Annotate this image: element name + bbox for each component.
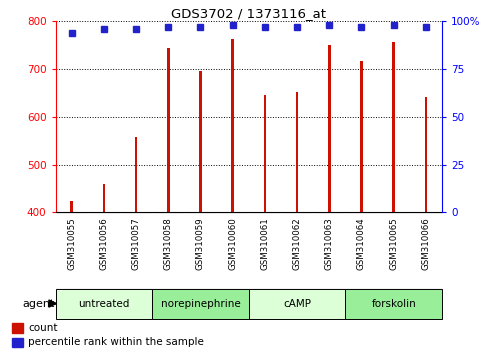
Title: GDS3702 / 1373116_at: GDS3702 / 1373116_at (171, 7, 326, 20)
Text: GSM310063: GSM310063 (325, 218, 334, 270)
Text: GSM310058: GSM310058 (164, 218, 173, 270)
Bar (12, 323, 23, 333)
Bar (12, 338, 23, 347)
Bar (249, 289, 345, 319)
Text: forskolin: forskolin (371, 298, 416, 309)
Bar (345, 289, 442, 319)
Text: untreated: untreated (78, 298, 129, 309)
Text: GSM310061: GSM310061 (260, 218, 270, 270)
Bar (71, 201, 73, 212)
Bar (264, 95, 266, 212)
Bar (231, 39, 234, 212)
Text: norepinephrine: norepinephrine (160, 298, 241, 309)
Bar (135, 137, 137, 212)
Text: GSM310060: GSM310060 (228, 218, 237, 270)
Bar (199, 72, 202, 212)
Text: GSM310066: GSM310066 (421, 218, 430, 270)
Text: GSM310064: GSM310064 (357, 218, 366, 270)
Bar (360, 61, 363, 212)
Text: GSM310057: GSM310057 (131, 218, 141, 270)
Bar (328, 45, 330, 212)
Bar (425, 97, 427, 212)
Bar (392, 42, 395, 212)
Bar (102, 184, 105, 212)
Text: GSM310059: GSM310059 (196, 218, 205, 270)
Text: GSM310056: GSM310056 (99, 218, 108, 270)
Bar (152, 289, 249, 319)
Text: count: count (28, 323, 57, 333)
Text: cAMP: cAMP (283, 298, 311, 309)
Text: GSM310055: GSM310055 (67, 218, 76, 270)
Bar (296, 92, 298, 212)
Bar (56, 289, 152, 319)
Text: agent: agent (23, 298, 55, 309)
Text: GSM310062: GSM310062 (293, 218, 301, 270)
Bar (167, 48, 170, 212)
Text: percentile rank within the sample: percentile rank within the sample (28, 337, 204, 348)
Text: GSM310065: GSM310065 (389, 218, 398, 270)
